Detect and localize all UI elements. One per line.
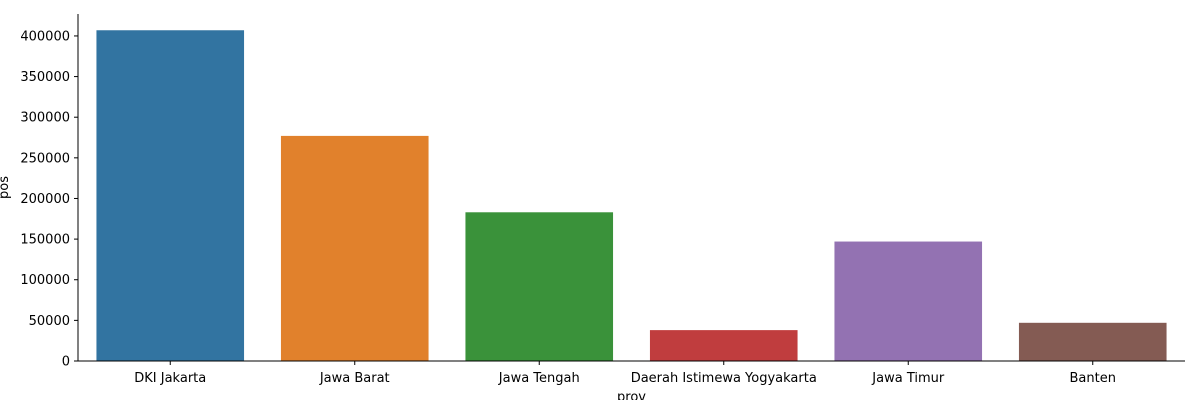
- bar-jawa-barat: [280, 135, 429, 361]
- x-tick-label: Daerah Istimewa Yogyakarta: [631, 371, 817, 386]
- y-axis-label: pos: [0, 176, 12, 199]
- bar-banten: [1018, 322, 1167, 361]
- y-tick-label: 350000: [20, 70, 70, 85]
- bar-daerah-istimewa-yogyakarta: [649, 330, 798, 361]
- bar-jawa-tengah: [465, 212, 614, 361]
- y-tick-label: 150000: [20, 233, 70, 248]
- x-tick-label: DKI Jakarta: [134, 371, 206, 386]
- y-tick-label: 50000: [29, 314, 70, 329]
- y-axis: 0 50000 100000 150000 200000 250000 300000 3500…: [20, 14, 79, 370]
- x-tick-label: Jawa Timur: [871, 371, 945, 386]
- bar-jawa-timur: [834, 241, 983, 361]
- y-tick-label: 200000: [20, 192, 70, 207]
- y-tick-label: 100000: [20, 273, 70, 288]
- bars-group: [96, 30, 1167, 361]
- y-tick-label: 0: [62, 355, 70, 370]
- x-axis-label: prov: [617, 390, 646, 400]
- x-ticks: DKI Jakarta Jawa Barat Jawa Tengah Daerah I…: [134, 361, 1116, 386]
- y-ticks: 0 50000 100000 150000 200000 250000 300000 3500…: [20, 29, 78, 370]
- y-tick-label: 300000: [20, 111, 70, 126]
- x-tick-label: Jawa Barat: [319, 371, 390, 386]
- y-tick-label: 250000: [20, 151, 70, 166]
- y-tick-label: 400000: [20, 29, 70, 44]
- x-axis: DKI Jakarta Jawa Barat Jawa Tengah Daerah I…: [78, 360, 1185, 386]
- x-tick-label: Jawa Tengah: [498, 371, 580, 386]
- x-tick-label: Banten: [1070, 371, 1116, 386]
- bar-dki-jakarta: [96, 30, 245, 361]
